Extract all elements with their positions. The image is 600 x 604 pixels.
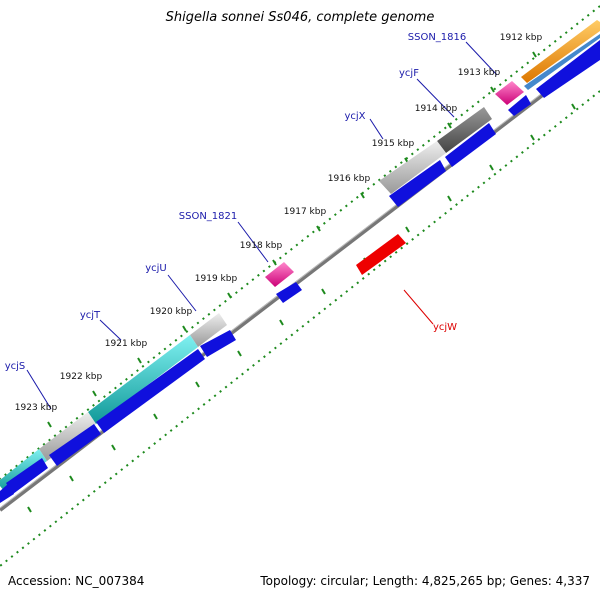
cds-arrow <box>200 330 236 357</box>
tick-label: 1918 kbp <box>240 241 283 251</box>
cds-arrow <box>276 282 302 303</box>
outer-tick-band <box>0 5 600 480</box>
inner-major-tick <box>447 195 452 202</box>
ycjt-leader-line <box>99 319 122 341</box>
gene-label[interactable]: SSON_1816 <box>408 32 467 43</box>
major-tick <box>490 86 495 93</box>
major-tick <box>532 51 537 58</box>
gene-label[interactable]: ycjU <box>145 263 167 274</box>
inner-major-tick <box>489 164 494 171</box>
ycjx-leader-line <box>369 118 384 140</box>
cds-arrow <box>0 484 14 503</box>
major-tick <box>182 325 187 332</box>
tick-labels: 1912 kbp 1913 kbp 1914 kbp 1915 kbp 1916 kbp… <box>15 33 543 413</box>
ycjw-leader-line <box>403 289 434 325</box>
sson1816-leader-line <box>465 41 498 76</box>
orange-feature <box>521 20 600 83</box>
cds-arrow <box>49 424 101 466</box>
gene-label[interactable]: ycjT <box>80 310 101 321</box>
major-tick <box>316 225 321 232</box>
gene-labels: SSON_1816 ycjF ycjX SSON_1821 ycjU ycjT ycjS yc… <box>5 32 467 372</box>
inner-major-tick <box>321 288 326 295</box>
major-tick <box>137 357 142 364</box>
tick-label: 1921 kbp <box>105 339 148 349</box>
inner-major-tick <box>237 350 242 357</box>
accession-text: Accession: NC_007384 <box>8 574 145 588</box>
pink-feature-sson1821 <box>265 262 294 287</box>
tick-label: 1912 kbp <box>500 33 543 43</box>
inner-major-tick <box>530 134 535 141</box>
gene-label[interactable]: ycjW <box>433 322 457 333</box>
inner-tick-band <box>0 90 600 567</box>
cds-arrow <box>536 40 600 98</box>
cyan-feature-ycjt <box>88 335 198 424</box>
tick-label: 1916 kbp <box>328 174 371 184</box>
major-tick <box>272 259 277 266</box>
dark-gray-feature-ycjx <box>437 107 492 153</box>
gray-feature-ycjs <box>39 412 96 461</box>
ycjf-leader-line <box>416 78 455 118</box>
gene-label[interactable]: SSON_1821 <box>179 211 238 222</box>
inner-major-tick <box>571 103 576 110</box>
tick-label: 1913 kbp <box>458 68 501 78</box>
cds-arrow <box>445 123 496 167</box>
inner-major-tick <box>153 413 158 420</box>
tick-label: 1917 kbp <box>284 207 327 217</box>
major-ticks <box>47 51 537 428</box>
gene-label[interactable]: ycjF <box>399 68 419 79</box>
cds-arrow <box>96 349 205 433</box>
ycju-leader-line <box>167 274 197 312</box>
inner-major-tick <box>405 226 410 233</box>
map-title: Shigella sonnei Ss046, complete genome <box>165 10 435 25</box>
reverse-cds-arrow-ycjw <box>356 234 406 275</box>
tick-label: 1914 kbp <box>415 104 458 114</box>
gray-feature-ycjx <box>379 141 446 194</box>
inner-major-tick <box>27 506 32 513</box>
gene-label[interactable]: ycjS <box>5 361 26 372</box>
inner-major-tick <box>111 444 116 451</box>
gene-leader-lines <box>26 41 498 410</box>
major-tick <box>227 292 232 299</box>
tick-label: 1915 kbp <box>372 139 415 149</box>
topology-summary-text: Topology: circular; Length: 4,825,265 bp… <box>260 574 590 588</box>
gray-feature-ycju <box>190 313 227 347</box>
genome-backbone-highlight <box>0 48 600 509</box>
steel-blue-feature <box>524 34 600 90</box>
ycjs-leader-line <box>26 369 52 410</box>
cds-arrow <box>6 458 48 494</box>
tick-label: 1919 kbp <box>195 274 238 284</box>
tick-label: 1923 kbp <box>15 403 58 413</box>
inner-major-tick <box>279 319 284 326</box>
pink-feature-sson1816 <box>495 81 524 105</box>
category-track <box>0 20 600 492</box>
sson1821-leader-line <box>237 221 269 263</box>
cds-arrow <box>508 95 531 116</box>
gene-label[interactable]: ycjX <box>344 111 365 122</box>
inner-major-tick <box>195 381 200 388</box>
major-tick <box>360 192 365 199</box>
major-tick <box>92 390 97 397</box>
major-tick <box>47 421 52 428</box>
inner-major-tick <box>69 475 74 482</box>
major-tick <box>447 122 452 129</box>
cds-arrow <box>389 160 446 207</box>
tick-label: 1922 kbp <box>60 372 103 382</box>
tick-label: 1920 kbp <box>150 307 193 317</box>
forward-cds-track <box>0 40 600 503</box>
inner-major-ticks <box>27 103 576 513</box>
